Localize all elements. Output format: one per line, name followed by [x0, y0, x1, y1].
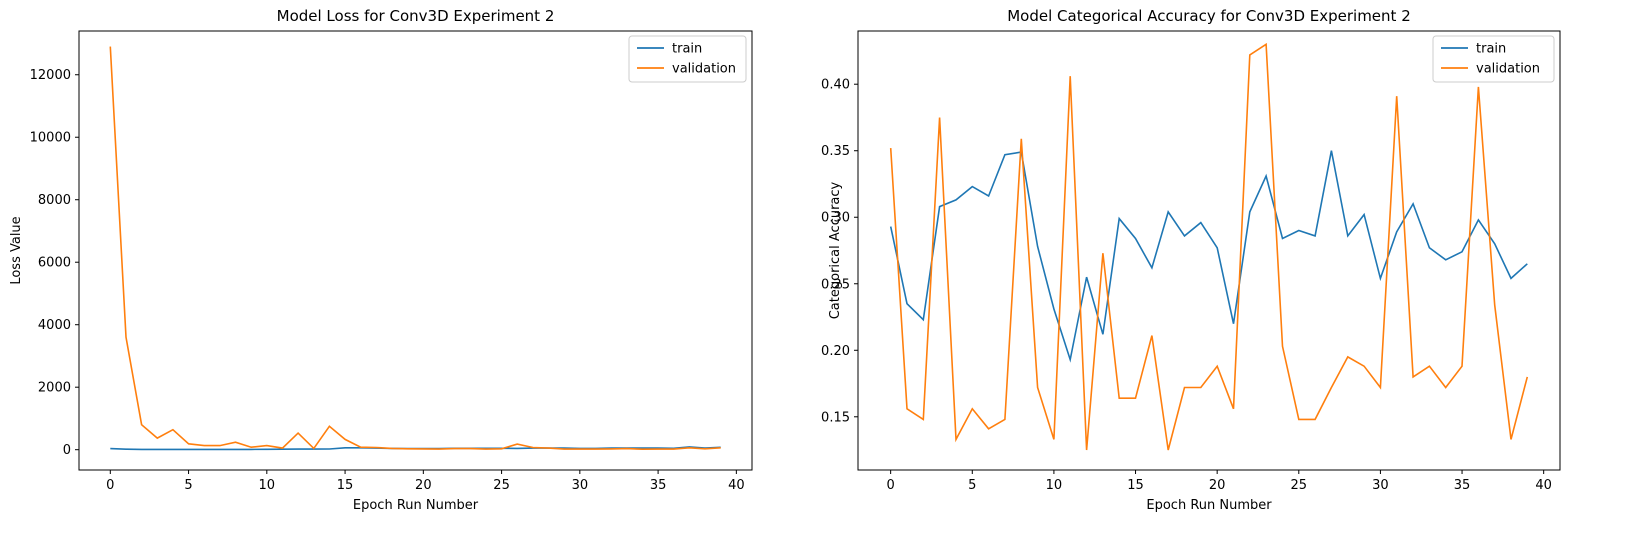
accuracy-chart-ylabel: Categorical Accuracy	[828, 181, 843, 319]
accuracy-ytick-label: 0.15	[821, 410, 850, 425]
accuracy-xtick-label: 35	[1454, 478, 1471, 493]
loss-series-validation-line	[109, 46, 721, 451]
loss-chart-title: Model Loss for Conv3D Experiment 2	[277, 7, 555, 25]
accuracy-legend-label-train: train	[1476, 42, 1506, 57]
accuracy-chart: Model Categorical Accuracy for Conv3D Ex…	[821, 7, 1561, 513]
loss-ytick-label: 2000	[38, 381, 71, 396]
loss-xtick-label: 30	[572, 478, 589, 493]
loss-ytick-label: 8000	[38, 193, 71, 208]
accuracy-chart-title: Model Categorical Accuracy for Conv3D Ex…	[1007, 7, 1411, 25]
accuracy-xtick-label: 30	[1372, 478, 1389, 493]
loss-legend-label-validation: validation	[672, 62, 736, 77]
accuracy-ytick-label: 0.35	[821, 144, 850, 159]
accuracy-legend: train validation	[1432, 35, 1555, 83]
loss-xtick-label: 10	[259, 478, 276, 493]
accuracy-xtick-label: 25	[1291, 478, 1308, 493]
loss-ytick-label: 10000	[30, 131, 71, 146]
accuracy-xtick-label: 40	[1535, 478, 1552, 493]
loss-chart-xlabel: Epoch Run Number	[353, 498, 479, 513]
accuracy-xtick-label: 20	[1209, 478, 1226, 493]
loss-xtick-label: 25	[493, 478, 510, 493]
accuracy-ytick-label: 0.40	[821, 78, 850, 93]
accuracy-ytick-label: 0.30	[821, 211, 850, 226]
accuracy-ytick-label: 0.20	[821, 344, 850, 359]
accuracy-axes-frame	[857, 30, 1561, 471]
loss-xtick-label: 40	[728, 478, 745, 493]
loss-xtick-label: 15	[337, 478, 354, 493]
accuracy-series-train-line	[889, 150, 1528, 363]
loss-ytick-label: 4000	[38, 318, 71, 333]
accuracy-xtick-label: 15	[1127, 478, 1144, 493]
accuracy-xtick-label: 0	[887, 478, 895, 493]
loss-ytick-label: 6000	[38, 256, 71, 271]
accuracy-series-validation-line	[889, 42, 1529, 451]
accuracy-xtick-label: 10	[1046, 478, 1063, 493]
loss-legend-label-train: train	[672, 42, 702, 57]
loss-xtick-label: 20	[415, 478, 432, 493]
loss-axes-frame	[78, 30, 753, 471]
loss-chart-ylabel: Loss Value	[9, 216, 24, 284]
loss-xtick-label: 5	[184, 478, 192, 493]
loss-xtick-label: 0	[106, 478, 114, 493]
loss-ytick-label: 0	[63, 443, 71, 458]
loss-chart: Model Loss for Conv3D Experiment 2 Epoch…	[9, 7, 753, 513]
loss-legend: train validation	[628, 35, 747, 83]
loss-xtick-label: 35	[650, 478, 667, 493]
accuracy-chart-xlabel: Epoch Run Number	[1146, 498, 1272, 513]
accuracy-legend-label-validation: validation	[1476, 62, 1540, 77]
accuracy-ytick-label: 0.25	[821, 277, 850, 292]
loss-ytick-label: 12000	[30, 68, 71, 83]
accuracy-xtick-label: 5	[968, 478, 976, 493]
